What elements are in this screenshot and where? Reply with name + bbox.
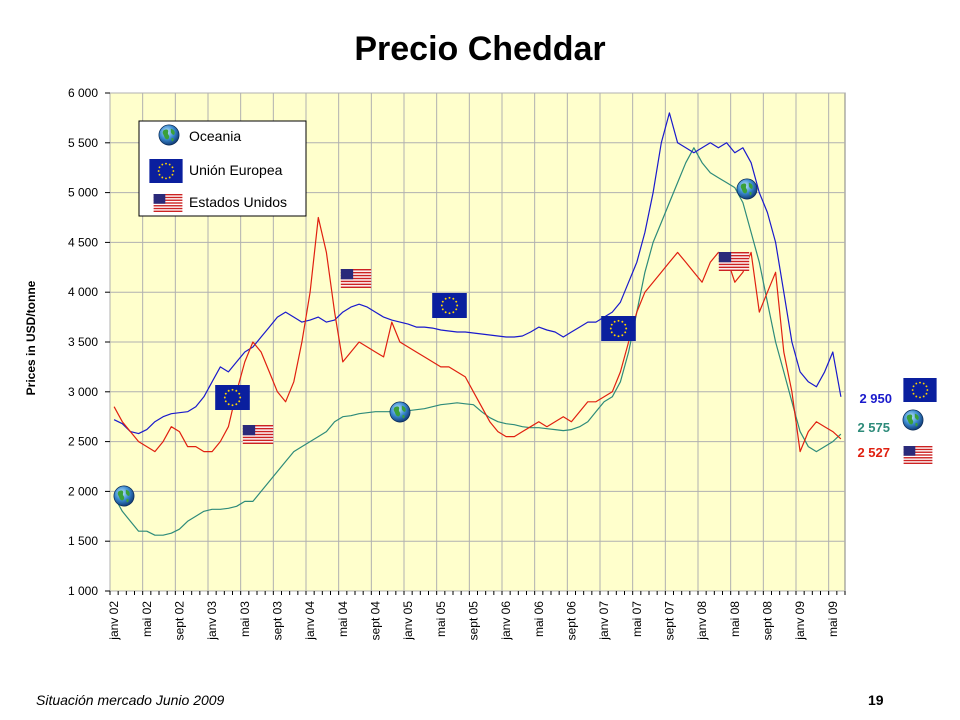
y-tick-label: 3 000	[68, 385, 98, 399]
x-tick-label: janv 06	[499, 601, 513, 641]
y-axis: 1 000 1 500 2 000 2 500 3 000 3 500 4 000 4 500…	[68, 86, 110, 598]
x-tick-label: mai 09	[826, 601, 840, 637]
x-tick-label: mai 07	[630, 601, 644, 637]
chart-title: Precio Cheddar	[354, 30, 606, 68]
x-tick-label: sept 05	[466, 601, 480, 641]
us-flag-icon	[153, 194, 183, 212]
series-line-0	[113, 147, 842, 536]
x-axis: janv 02 mai 02 sept 02 janv 03 mai 03 sept 03…	[107, 591, 846, 641]
y-tick-label: 2 500	[68, 435, 98, 449]
x-tick-label: sept 02	[172, 601, 186, 641]
y-tick-label: 2 000	[68, 484, 98, 498]
y-tick-label: 6 000	[68, 86, 98, 100]
end-value-ue: 2 950	[859, 391, 892, 406]
x-tick-label: mai 06	[532, 601, 546, 637]
legend-label-ue: Unión Europea	[189, 162, 283, 178]
legend-label-usa: Estados Unidos	[189, 194, 287, 210]
globe-icon	[902, 409, 924, 431]
y-tick-label: 1 500	[68, 534, 98, 548]
y-tick-label: 3 500	[68, 335, 98, 349]
us-flag-icon	[903, 446, 933, 464]
y-tick-label: 5 500	[68, 136, 98, 150]
eu-flag-icon	[432, 293, 467, 318]
x-tick-label: janv 02	[107, 601, 121, 641]
globe-icon	[736, 178, 758, 200]
legend-label-oceania: Oceania	[189, 128, 241, 144]
y-tick-label: 4 500	[68, 235, 98, 249]
x-tick-label: janv 05	[401, 601, 415, 641]
end-value-usa: 2 527	[857, 445, 890, 460]
y-tick-label: 5 000	[68, 186, 98, 200]
x-tick-label: janv 03	[205, 601, 219, 641]
page-number: 19	[868, 692, 884, 708]
series-line-1	[113, 112, 842, 435]
eu-flag-icon	[215, 385, 250, 410]
globe-icon	[113, 485, 135, 507]
footer-source: Situación mercado Junio 2009	[36, 692, 225, 708]
x-tick-label: janv 09	[793, 601, 807, 641]
eu-flag-icon	[903, 378, 937, 402]
eu-flag-icon	[601, 316, 636, 341]
x-tick-label: sept 04	[368, 601, 382, 641]
us-flag-icon	[718, 252, 750, 271]
legend: Oceania Unión Europea Estados Unidos	[138, 120, 307, 217]
x-tick-label: mai 05	[434, 601, 448, 637]
us-flag-icon	[242, 425, 274, 444]
x-tick-label: sept 08	[760, 601, 774, 641]
end-value-oceania: 2 575	[857, 420, 890, 435]
x-tick-label: mai 08	[728, 601, 742, 637]
eu-flag-icon	[149, 159, 183, 183]
globe-icon	[158, 124, 180, 146]
x-tick-label: sept 07	[662, 601, 676, 641]
x-tick-label: janv 04	[303, 601, 317, 641]
globe-icon	[389, 401, 411, 423]
x-tick-label: janv 07	[597, 601, 611, 641]
x-tick-label: sept 06	[564, 601, 578, 641]
x-tick-label: mai 04	[336, 601, 350, 637]
x-tick-label: sept 03	[270, 601, 284, 641]
us-flag-icon	[340, 269, 372, 288]
end-values: 2 950 2 575 2 527	[857, 378, 937, 464]
y-axis-label: Prices in USD/tonne	[24, 280, 38, 395]
x-tick-label: mai 02	[140, 601, 154, 637]
y-tick-label: 1 000	[68, 584, 98, 598]
y-tick-label: 4 000	[68, 285, 98, 299]
x-tick-label: mai 03	[238, 601, 252, 637]
x-tick-label: janv 08	[695, 601, 709, 641]
